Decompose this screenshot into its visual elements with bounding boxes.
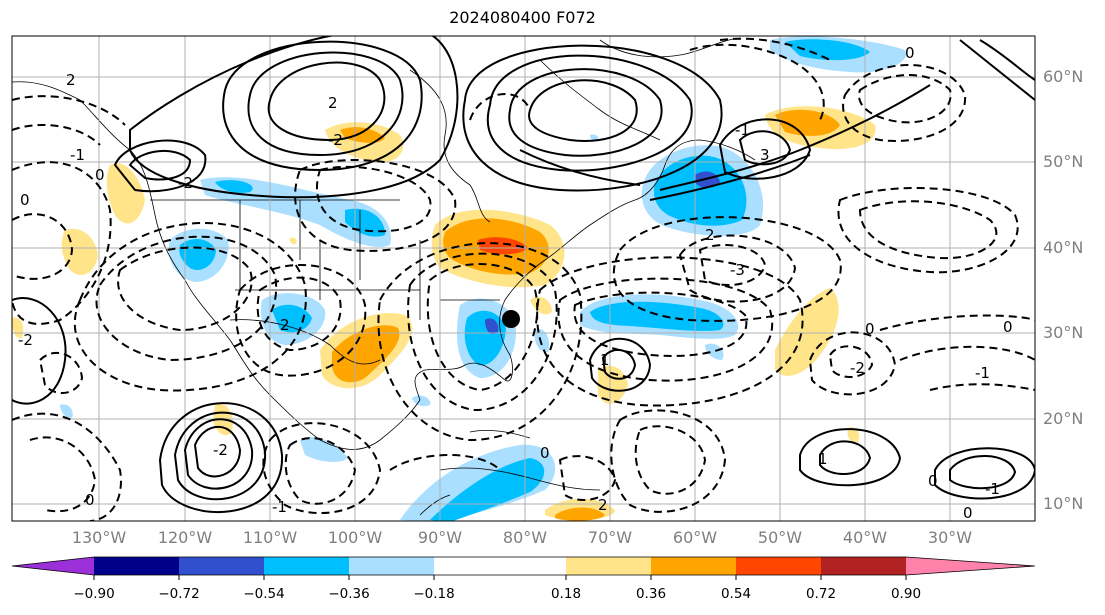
colorbar-swatch [736,557,821,575]
solid-contours [12,36,1035,513]
colorbar [11,556,1036,580]
contour-label: -2 [178,174,193,192]
colorbar-swatch [264,557,349,575]
lon-tick-label: 110°W [242,528,298,547]
colorbar-swatch [821,557,906,575]
lon-tick-label: 30°W [927,528,973,547]
contour-label: 0 [928,472,938,490]
colorbar-swatch [349,557,434,575]
lon-tick-label: 120°W [157,528,213,547]
contour-label: -2 [213,441,228,459]
colorbar-tick-label: 0.36 [635,586,667,602]
lon-tick-label: 50°W [757,528,803,547]
contour-label: 0 [95,166,105,184]
lon-tick-label: 60°W [672,528,718,547]
contour-label: -1 [975,364,990,382]
contour-label: -1 [985,480,1000,498]
coastlines [12,37,756,516]
contour-label: 0 [540,444,550,462]
contour-label: -2 [850,359,865,377]
colorbar-tick-label: −0.90 [73,586,115,602]
lat-tick-label: 50°N [1043,152,1084,171]
lat-tick-label: 40°N [1043,238,1084,257]
contour-label: 0 [963,504,973,522]
contour-label: -2 [328,131,343,149]
lon-tick-label: 80°W [502,528,548,547]
colorbar-swatch [566,557,651,575]
lon-tick-label: 100°W [327,528,383,547]
map-border [11,35,1036,522]
contour-label: 0 [20,191,30,209]
colorbar-tick-label: −0.54 [243,586,285,602]
dashed-contours [12,37,1035,521]
lat-tick-label: 30°N [1043,323,1084,342]
location-marker [502,310,520,328]
colorbar-swatch [94,557,179,575]
contour-label: 2 [66,71,76,89]
colorbar-tick-label: 0.18 [550,586,582,602]
colorbar-swatch [12,557,94,575]
contour-label: 2 [328,94,338,112]
lat-tick-label: 20°N [1043,409,1084,428]
contour-labels: 2 2 -2 -2 2 -1 0 0 -2 -3 -1 3 2 0 0 -1 -… [18,44,1013,522]
contour-label: -1 [272,498,287,516]
contour-label: -1 [735,121,750,139]
colorbar-tick-label: 0.90 [890,586,922,602]
colorbar-tick-label: −0.72 [158,586,200,602]
contour-label: 1 [818,450,828,468]
lat-tick-label: 10°N [1043,494,1084,513]
colorbar-tick-label: −0.36 [328,586,370,602]
lon-tick-label: 70°W [587,528,633,547]
map-title: 2024080400 F072 [449,8,596,27]
lon-tick-label: 90°W [417,528,463,547]
contour-label: 2 [280,316,290,334]
contour-label: 0 [865,320,875,338]
lon-tick-label: 40°W [842,528,888,547]
colorbar-swatch [179,557,264,575]
contour-label: 0 [1003,318,1013,336]
lon-tick-label: 130°W [71,528,127,547]
contour-label: 0 [85,491,95,509]
contour-label: -3 [730,261,745,279]
shaded-anomalies [12,36,907,521]
contour-label: 1 [600,351,610,369]
colorbar-tick-label: 0.72 [805,586,837,602]
lat-tick-label: 60°N [1043,67,1084,86]
contour-label: -2 [18,331,33,349]
colorbar-swatch [434,557,566,575]
contour-label: 2 [598,496,608,514]
colorbar-swatch [906,557,1035,575]
colorbar-tick-label: 0.54 [720,586,752,602]
contour-label: 2 [705,226,715,244]
contour-label: 0 [905,44,915,62]
colorbar-tick-label: −0.18 [413,586,455,602]
contour-label: -1 [70,146,85,164]
contour-label: 3 [760,146,770,164]
colorbar-swatch [651,557,736,575]
